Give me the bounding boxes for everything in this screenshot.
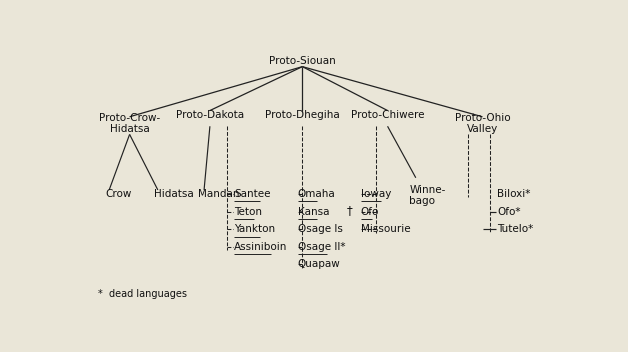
- Text: Osage II*: Osage II*: [298, 242, 345, 252]
- Text: Yankton: Yankton: [234, 224, 275, 234]
- Text: Mandan: Mandan: [198, 189, 239, 199]
- Text: Ofo*: Ofo*: [497, 207, 521, 216]
- Text: Winne-
bago: Winne- bago: [409, 184, 446, 206]
- Text: Ioway: Ioway: [360, 189, 391, 199]
- Text: Proto-Crow-
Hidatsa: Proto-Crow- Hidatsa: [99, 113, 160, 134]
- Text: *  dead languages: * dead languages: [98, 289, 187, 299]
- Text: Biloxi*: Biloxi*: [497, 189, 531, 199]
- Text: Omaha: Omaha: [298, 189, 335, 199]
- Text: Missourie: Missourie: [360, 224, 411, 234]
- Text: Ofo: Ofo: [360, 207, 379, 216]
- Text: Kansa: Kansa: [298, 207, 329, 216]
- Text: Proto-Siouan: Proto-Siouan: [269, 56, 336, 66]
- Text: Proto-Chiwere: Proto-Chiwere: [351, 111, 425, 120]
- Text: Proto-Dakota: Proto-Dakota: [176, 111, 244, 120]
- Text: Proto-Dhegiha: Proto-Dhegiha: [265, 111, 340, 120]
- Text: Osage Is: Osage Is: [298, 224, 342, 234]
- Text: Santee: Santee: [234, 189, 271, 199]
- Text: Assiniboin: Assiniboin: [234, 242, 288, 252]
- Text: †: †: [347, 204, 352, 217]
- Text: Hidatsa: Hidatsa: [154, 189, 193, 199]
- Text: Proto-Ohio
Valley: Proto-Ohio Valley: [455, 113, 511, 134]
- Text: Teton: Teton: [234, 207, 263, 216]
- Text: Crow: Crow: [106, 189, 132, 199]
- Text: Quapaw: Quapaw: [298, 259, 340, 270]
- Text: Tutelo*: Tutelo*: [497, 224, 533, 234]
